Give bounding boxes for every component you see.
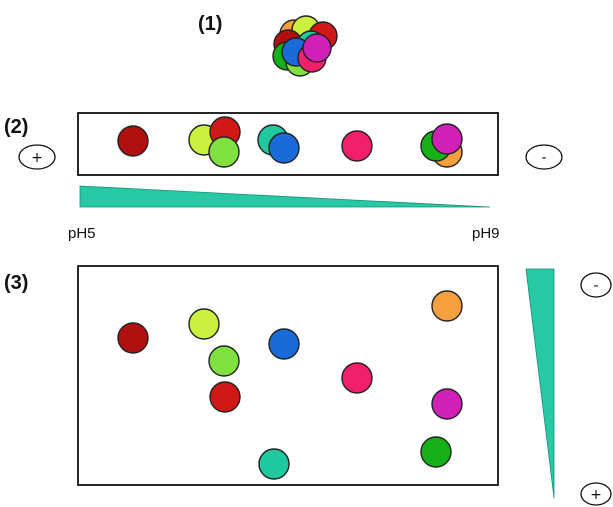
protein-mixture-cluster	[272, 15, 338, 77]
cathode-marker-gel: -	[580, 272, 612, 298]
protein-spot-magenta	[431, 123, 463, 155]
ief-strip-spots	[117, 116, 463, 168]
protein-spot-teal	[258, 448, 290, 480]
protein-spot-darkred	[117, 322, 149, 354]
minus-sign: -	[593, 278, 598, 294]
protein-spot-blue	[268, 132, 300, 164]
anode-marker-strip: +	[18, 144, 56, 170]
anode-marker-gel: +	[580, 482, 612, 506]
step-3-label: (3)	[4, 272, 28, 294]
ief-strip	[77, 112, 499, 176]
gradient-wedge-vertical	[525, 268, 555, 499]
protein-spot-blue	[268, 328, 300, 360]
protein-spot-lime	[188, 308, 220, 340]
protein-spot-darkred	[117, 125, 149, 157]
step-2-label: (2)	[4, 116, 28, 138]
sds-page-gel	[77, 265, 499, 486]
plus-sign: +	[31, 150, 43, 166]
protein-spot-darkgreen	[420, 436, 452, 468]
protein-spot-red	[209, 381, 241, 413]
cathode-marker-strip: -	[525, 144, 563, 170]
protein-spot-pink	[341, 362, 373, 394]
minus-sign: -	[541, 150, 546, 166]
protein-spot-orange	[431, 290, 463, 322]
protein-spot-pink	[341, 130, 373, 162]
ph-gradient-wedge	[79, 185, 491, 208]
protein-spot-magenta	[431, 388, 463, 420]
protein-spot-green	[208, 136, 240, 168]
step-1-label: (1)	[198, 13, 222, 35]
protein-spot-magenta	[302, 33, 332, 63]
gel-spots	[117, 290, 463, 480]
ph-low-label: pH5	[68, 225, 96, 242]
ph-high-label: pH9	[472, 225, 500, 242]
plus-sign: +	[590, 487, 602, 503]
protein-spot-green	[208, 345, 240, 377]
